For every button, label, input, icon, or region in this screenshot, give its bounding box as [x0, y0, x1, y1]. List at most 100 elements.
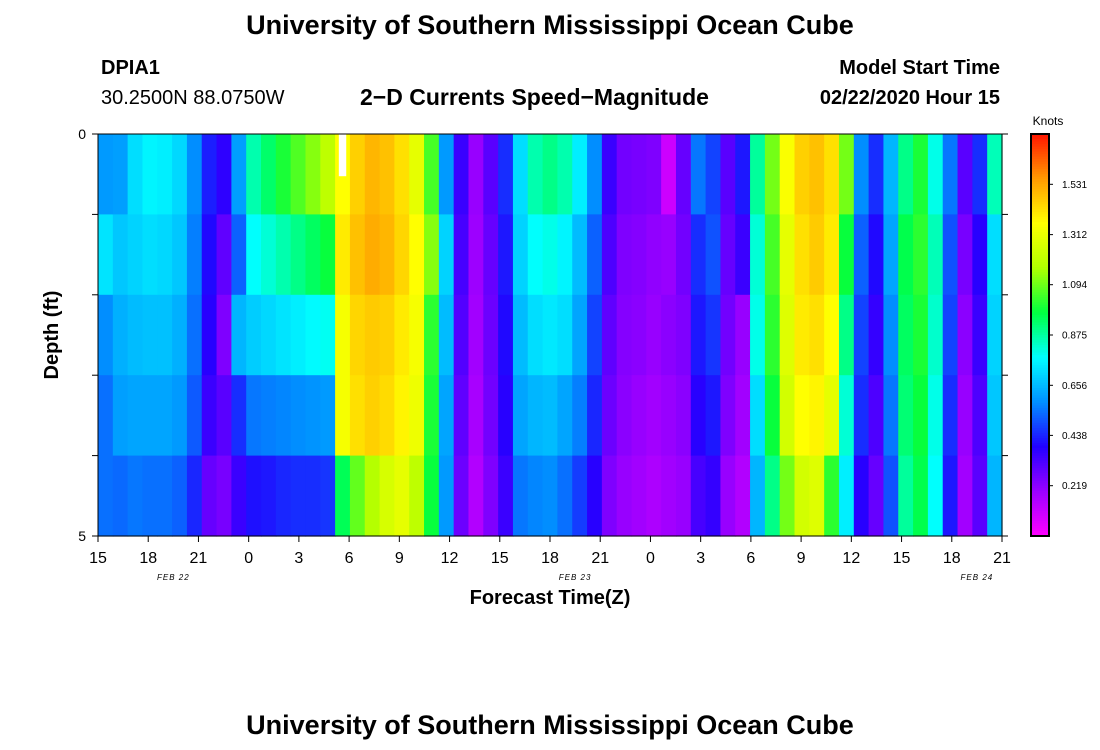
colorbar-segment: [1031, 380, 1049, 384]
heatmap-cell: [957, 455, 973, 537]
colorbar-segment: [1031, 174, 1049, 178]
heatmap-cell: [913, 294, 929, 376]
heatmap-cell: [705, 294, 722, 376]
heatmap-cell: [320, 294, 336, 376]
colorbar-segment: [1031, 382, 1049, 386]
heatmap-cell: [720, 214, 736, 296]
heatmap-cell: [364, 294, 381, 376]
colorbar-segment: [1031, 252, 1049, 256]
colorbar-segment: [1031, 340, 1049, 344]
colorbar-segment: [1031, 435, 1049, 439]
heatmap-cell: [690, 214, 707, 296]
heatmap-cell: [557, 375, 573, 457]
colorbar-segment: [1031, 385, 1049, 389]
colorbar-segment: [1031, 478, 1049, 482]
heatmap-cell: [675, 214, 692, 296]
heatmap-cell: [527, 214, 544, 296]
colorbar-segment: [1031, 483, 1049, 487]
colorbar-segment: [1031, 448, 1049, 452]
heatmap-cell: [483, 134, 499, 215]
heatmap-cell: [764, 134, 781, 215]
heatmap-cell: [587, 214, 603, 296]
heatmap-cell: [246, 294, 262, 376]
heatmap-cell: [379, 134, 395, 215]
x-tick-label: 21: [993, 550, 1011, 567]
heatmap-cell: [868, 375, 885, 457]
colorbar-segment: [1031, 475, 1049, 479]
heatmap-cell: [809, 214, 825, 296]
heatmap-cell: [172, 294, 188, 376]
heatmap-cell: [853, 214, 870, 296]
colorbar-segment: [1031, 211, 1049, 215]
heatmap-cell: [142, 134, 158, 215]
colorbar-segment: [1031, 468, 1049, 472]
heatmap-cell: [186, 294, 203, 376]
heatmap-cell: [779, 375, 796, 457]
heatmap-cell: [142, 455, 158, 537]
heatmap-cell: [587, 134, 603, 215]
heatmap-cell: [394, 214, 410, 296]
colorbar-segment: [1031, 345, 1049, 349]
colorbar-tick-label: 1.531: [1062, 180, 1087, 191]
heatmap-cell: [364, 455, 381, 537]
heatmap-cell: [972, 294, 988, 376]
heatmap-cell: [186, 375, 203, 457]
x-tick-label: 3: [294, 550, 303, 567]
heatmap-cell: [275, 214, 292, 296]
heatmap-cell: [261, 134, 277, 215]
model-start-value: 02/22/2020 Hour 15: [819, 87, 1000, 109]
heatmap-cell: [646, 134, 662, 215]
heatmap-cell: [779, 134, 796, 215]
colorbar-segment: [1031, 302, 1049, 306]
x-tick-label: 12: [441, 550, 459, 567]
page-title: University of Southern Mississippi Ocean…: [246, 10, 854, 40]
colorbar-segment: [1031, 259, 1049, 263]
colorbar-segment: [1031, 412, 1049, 416]
heatmap-cell: [646, 294, 662, 376]
colorbar-segment: [1031, 191, 1049, 195]
colorbar-segment: [1031, 422, 1049, 427]
heatmap-cell: [231, 134, 247, 215]
colorbar-label: Knots: [1033, 114, 1064, 128]
colorbar-segment: [1031, 139, 1049, 143]
colorbar-segment: [1031, 395, 1049, 399]
colorbar-segment: [1031, 508, 1049, 512]
colorbar-segment: [1031, 495, 1049, 499]
x-tick-label: 6: [345, 550, 354, 567]
colorbar-segment: [1031, 525, 1049, 530]
heatmap-cell: [231, 214, 247, 296]
heatmap-cell: [305, 455, 321, 537]
colorbar-segment: [1031, 443, 1049, 447]
heatmap-cell: [646, 214, 662, 296]
colorbar-segment: [1031, 226, 1049, 231]
colorbar-segment: [1031, 453, 1049, 457]
heatmap-cell: [424, 134, 440, 215]
heatmap-cell: [290, 214, 307, 296]
heatmap-cell: [601, 375, 618, 457]
colorbar-segment: [1031, 329, 1049, 334]
heatmap-cell: [927, 134, 944, 215]
x-tick-label: 0: [646, 550, 655, 567]
heatmap-cell: [186, 134, 203, 215]
colorbar-segment: [1031, 387, 1049, 391]
colorbar-segment: [1031, 287, 1049, 291]
heatmap-cell: [201, 375, 218, 457]
colorbar-segment: [1031, 503, 1049, 507]
heatmap-cell: [483, 214, 499, 296]
x-tick-label: 9: [797, 550, 806, 567]
x-tick-label: 21: [591, 550, 609, 567]
heatmap-cell: [942, 294, 959, 376]
colorbar-segment: [1031, 164, 1049, 168]
y-axis-ticks: 05: [78, 126, 1008, 544]
heatmap-cell: [883, 134, 899, 215]
heatmap-cell: [275, 375, 292, 457]
x-tick-label: 15: [893, 550, 911, 567]
heatmap-cell: [853, 455, 870, 537]
heatmap-cell: [838, 375, 855, 457]
heatmap-cell: [364, 375, 381, 457]
colorbar-segment: [1031, 327, 1049, 331]
heatmap-cell: [498, 134, 514, 215]
colorbar-segment: [1031, 473, 1049, 477]
heatmap-cell: [542, 294, 559, 376]
colorbar-segment: [1031, 304, 1049, 308]
